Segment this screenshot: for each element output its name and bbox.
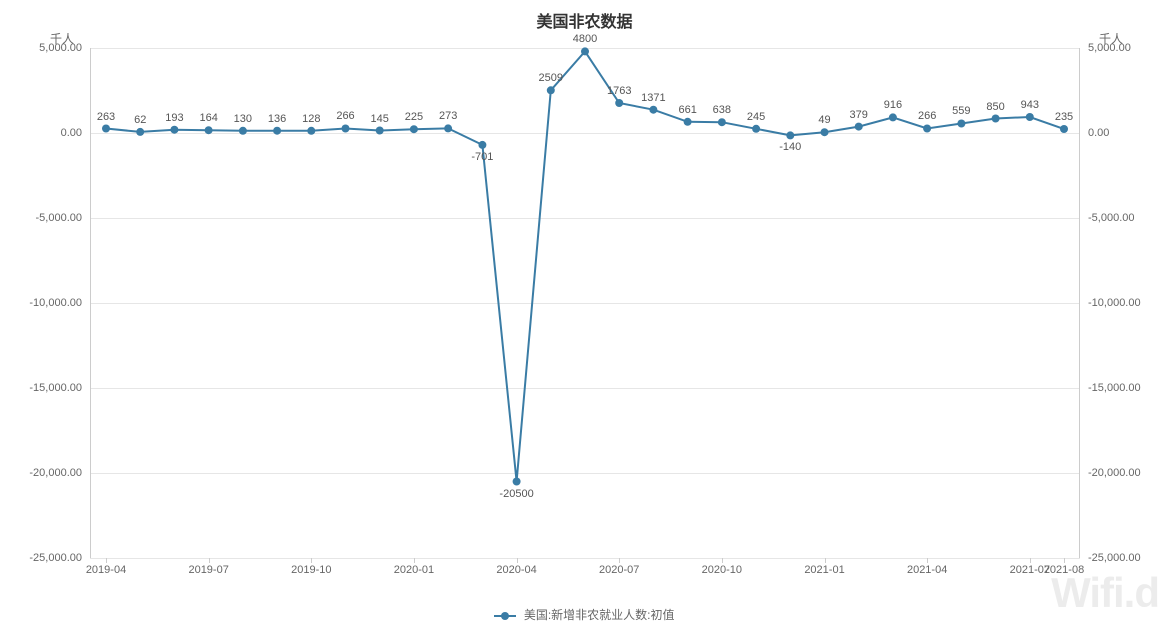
data-point bbox=[136, 128, 144, 136]
data-label: -20500 bbox=[499, 488, 533, 500]
data-point bbox=[923, 125, 931, 133]
y-tick-right: -20,000.00 bbox=[1088, 467, 1141, 479]
y-tick-right: 5,000.00 bbox=[1088, 42, 1131, 54]
x-tick-mark bbox=[106, 558, 107, 563]
x-tick: 2021-04 bbox=[907, 564, 947, 576]
legend: 美国:新增非农就业人数:初值 bbox=[0, 606, 1169, 623]
data-label: 245 bbox=[747, 111, 765, 123]
data-point bbox=[478, 141, 486, 149]
x-tick-mark bbox=[619, 558, 620, 563]
y-tick-left: -15,000.00 bbox=[2, 382, 82, 394]
y-tick-left: 5,000.00 bbox=[2, 42, 82, 54]
data-point bbox=[102, 125, 110, 133]
data-point bbox=[752, 125, 760, 133]
data-label: 559 bbox=[952, 105, 970, 117]
data-point bbox=[786, 131, 794, 139]
legend-marker-icon bbox=[494, 611, 516, 621]
data-point bbox=[649, 106, 657, 114]
x-tick: 2021-08 bbox=[1044, 564, 1084, 576]
plot-area: 5,000.005,000.000.000.00-5,000.00-5,000.… bbox=[90, 48, 1080, 558]
data-point bbox=[239, 127, 247, 135]
data-point bbox=[170, 126, 178, 134]
data-label: 193 bbox=[165, 112, 183, 124]
chart-title: 美国非农数据 bbox=[0, 0, 1169, 32]
data-label: 225 bbox=[405, 111, 423, 123]
x-tick: 2019-10 bbox=[291, 564, 331, 576]
data-point bbox=[957, 120, 965, 128]
x-tick-mark bbox=[722, 558, 723, 563]
data-point bbox=[718, 118, 726, 126]
x-tick-mark bbox=[1064, 558, 1065, 563]
x-tick-mark bbox=[1030, 558, 1031, 563]
data-label: 850 bbox=[986, 101, 1004, 113]
data-point bbox=[992, 115, 1000, 123]
y-tick-left: -10,000.00 bbox=[2, 297, 82, 309]
data-label: 638 bbox=[713, 104, 731, 116]
x-tick-mark bbox=[311, 558, 312, 563]
data-label: 145 bbox=[371, 113, 389, 125]
x-tick-mark bbox=[517, 558, 518, 563]
data-point bbox=[205, 126, 213, 134]
y-tick-right: -10,000.00 bbox=[1088, 297, 1141, 309]
data-label: 4800 bbox=[573, 33, 597, 45]
data-point bbox=[273, 127, 281, 135]
legend-label: 美国:新增非农就业人数:初值 bbox=[524, 608, 675, 622]
data-point bbox=[855, 123, 863, 131]
data-label: 164 bbox=[199, 112, 217, 124]
data-label: 379 bbox=[850, 109, 868, 121]
data-label: 943 bbox=[1021, 99, 1039, 111]
data-label: 136 bbox=[268, 113, 286, 125]
x-tick: 2020-01 bbox=[394, 564, 434, 576]
gridline bbox=[90, 558, 1080, 559]
data-label: -701 bbox=[471, 151, 493, 163]
data-label: 235 bbox=[1055, 111, 1073, 123]
y-tick-right: 0.00 bbox=[1088, 127, 1109, 139]
data-point bbox=[1026, 113, 1034, 121]
data-label: 130 bbox=[234, 113, 252, 125]
x-tick: 2020-10 bbox=[702, 564, 742, 576]
data-point bbox=[342, 125, 350, 133]
data-label: 128 bbox=[302, 113, 320, 125]
data-point bbox=[615, 99, 623, 107]
data-label: 266 bbox=[336, 110, 354, 122]
data-label: 273 bbox=[439, 110, 457, 122]
data-label: 266 bbox=[918, 110, 936, 122]
data-label: 263 bbox=[97, 111, 115, 123]
data-point bbox=[547, 86, 555, 94]
x-tick-mark bbox=[209, 558, 210, 563]
x-tick: 2019-07 bbox=[188, 564, 228, 576]
x-tick: 2020-04 bbox=[496, 564, 536, 576]
data-label: 2509 bbox=[539, 72, 563, 84]
y-tick-right: -15,000.00 bbox=[1088, 382, 1141, 394]
data-point bbox=[684, 118, 692, 126]
data-point bbox=[410, 125, 418, 133]
data-label: 1371 bbox=[641, 92, 665, 104]
data-label: -140 bbox=[779, 141, 801, 153]
data-label: 661 bbox=[678, 104, 696, 116]
x-tick-mark bbox=[927, 558, 928, 563]
x-tick-mark bbox=[825, 558, 826, 563]
data-label: 49 bbox=[818, 114, 830, 126]
x-tick-mark bbox=[414, 558, 415, 563]
data-label: 1763 bbox=[607, 85, 631, 97]
data-point bbox=[307, 127, 315, 135]
data-point bbox=[513, 478, 521, 486]
y-tick-left: -25,000.00 bbox=[2, 552, 82, 564]
data-label: 62 bbox=[134, 114, 146, 126]
y-tick-left: 0.00 bbox=[2, 127, 82, 139]
y-tick-left: -20,000.00 bbox=[2, 467, 82, 479]
data-point bbox=[1060, 125, 1068, 133]
data-point bbox=[581, 47, 589, 55]
data-point bbox=[889, 113, 897, 121]
x-tick: 2021-01 bbox=[804, 564, 844, 576]
y-tick-left: -5,000.00 bbox=[2, 212, 82, 224]
x-tick: 2020-07 bbox=[599, 564, 639, 576]
data-point bbox=[376, 127, 384, 135]
data-label: 916 bbox=[884, 99, 902, 111]
data-point bbox=[821, 128, 829, 136]
data-point bbox=[444, 124, 452, 132]
x-tick: 2019-04 bbox=[86, 564, 126, 576]
y-tick-right: -25,000.00 bbox=[1088, 552, 1141, 564]
y-tick-right: -5,000.00 bbox=[1088, 212, 1134, 224]
